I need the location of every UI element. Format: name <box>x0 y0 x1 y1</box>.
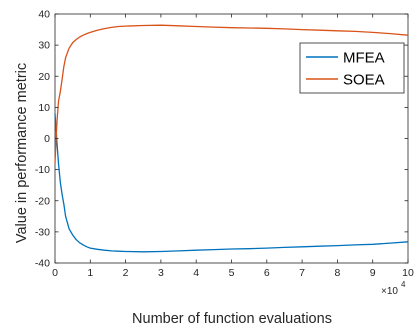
series-line-mfea <box>54 113 409 253</box>
series-line-soea <box>54 24 409 164</box>
legend: MFEA SOEA <box>299 42 405 94</box>
x-tick-label: 7 <box>299 267 305 279</box>
y-tick-label: 30 <box>38 40 50 52</box>
x-tick-label: 5 <box>229 267 235 279</box>
legend-box <box>299 42 405 94</box>
x-tick-label: 4 <box>193 267 199 279</box>
y-tick-label: 40 <box>38 9 50 21</box>
y-tick-label: 10 <box>38 102 50 114</box>
x-tick-label: 1 <box>87 267 93 279</box>
x-tick-label: 3 <box>158 267 164 279</box>
y-tick-label: 20 <box>38 71 50 83</box>
x-tick-label: 6 <box>264 267 270 279</box>
x-multiplier-exponent: 4 <box>401 280 406 289</box>
axis-ticks: 0 1 2 3 4 5 6 7 8 9 10 -40 -30 -20 -10 0 10 20 30 40 <box>35 9 414 280</box>
x-tick-label: 8 <box>334 267 340 279</box>
x-tick-label: 9 <box>370 267 376 279</box>
legend-label-mfea: MFEA <box>343 50 385 67</box>
legend-label-soea: SOEA <box>343 72 385 89</box>
y-tick-label: -10 <box>35 164 50 176</box>
y-tick-label: 0 <box>44 133 50 145</box>
x-tick-label: 2 <box>123 267 129 279</box>
x-axis-label: Number of function evaluations <box>132 311 332 327</box>
x-tick-label: 10 <box>402 267 414 279</box>
y-tick-label: -40 <box>35 258 50 270</box>
x-tick-label: 0 <box>52 267 58 279</box>
x-axis-multiplier: ×10 4 <box>381 280 406 297</box>
x-multiplier-base: ×10 <box>381 286 398 297</box>
y-tick-label: -30 <box>35 226 50 238</box>
y-axis-label: Value in performance metric <box>14 63 30 243</box>
y-tick-label: -20 <box>35 195 50 207</box>
series-layer <box>54 24 409 253</box>
